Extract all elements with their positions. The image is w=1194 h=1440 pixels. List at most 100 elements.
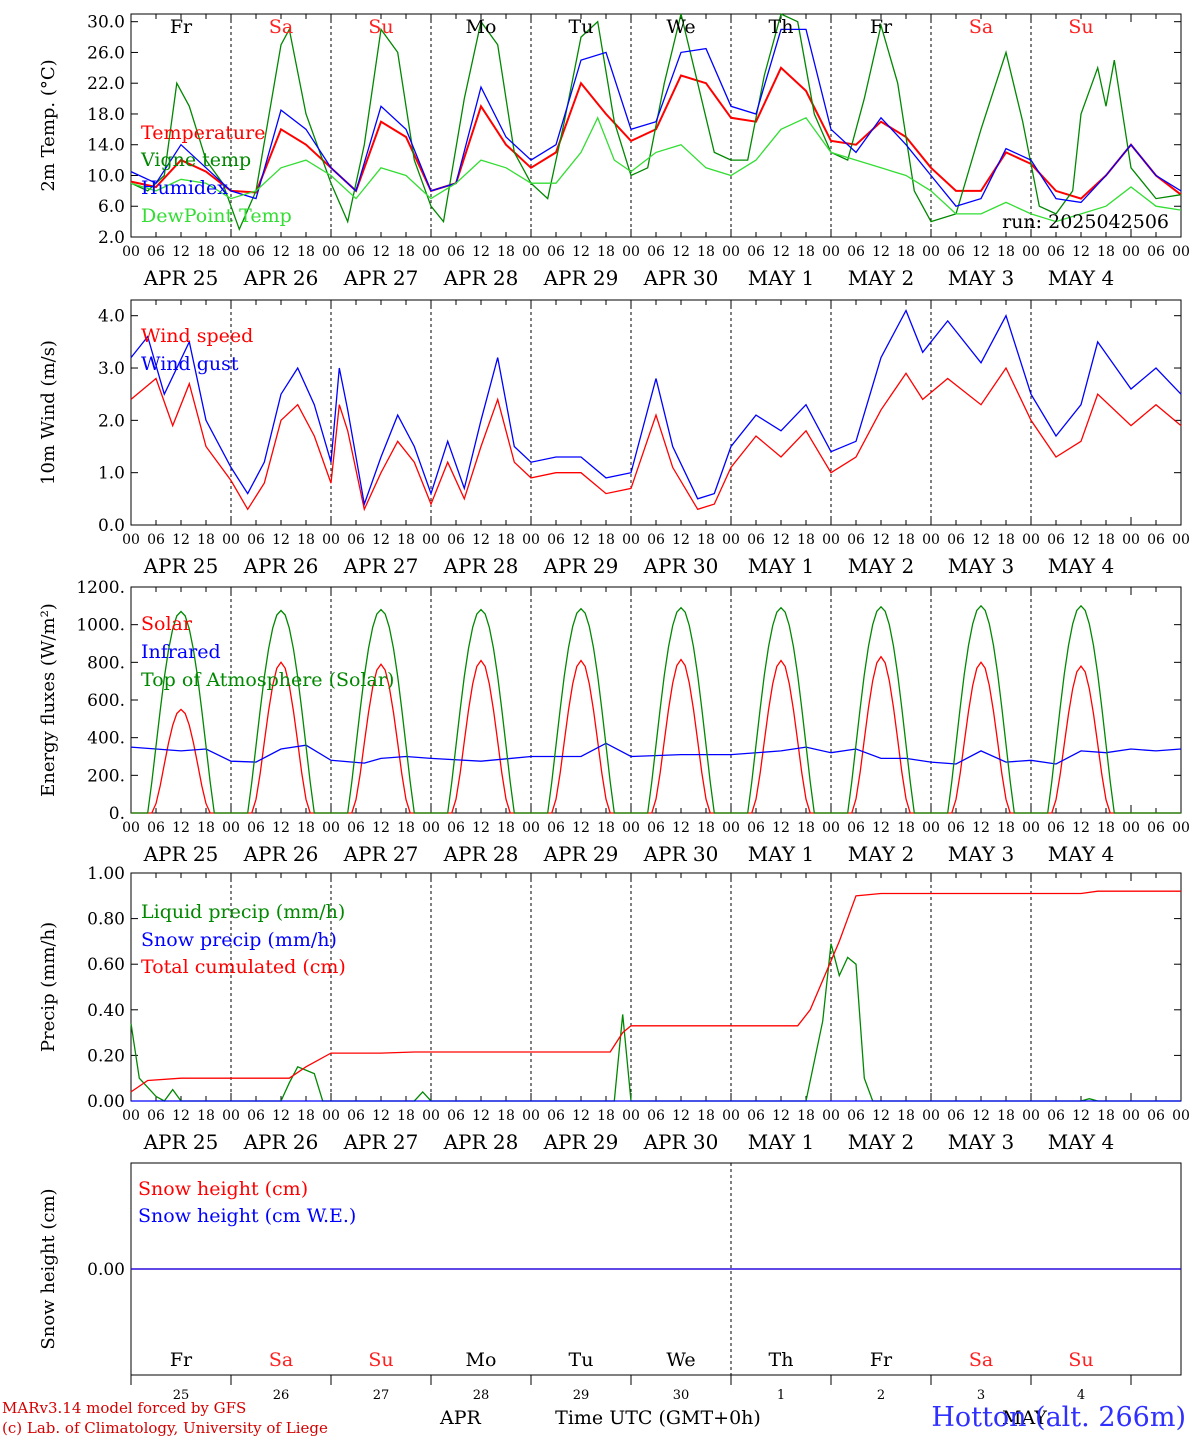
weekday-label: Fr <box>170 16 193 38</box>
legend-entry: Snow height (cm W.E.) <box>138 1205 356 1227</box>
hour-tick-label: 12 <box>772 532 790 548</box>
y-tick-label: 0.40 <box>87 1001 125 1021</box>
weekday-label-bottom: Su <box>368 1349 393 1371</box>
y-tick-label: 26.0 <box>87 43 125 63</box>
hour-tick-label: 06 <box>547 820 565 836</box>
hour-tick-label: 18 <box>497 1108 515 1124</box>
hour-tick-label: 00 <box>422 532 440 548</box>
panel-3 <box>130 586 1182 814</box>
y-tick-label: 1.0 <box>98 464 125 484</box>
hour-tick-label: 00 <box>522 1108 540 1124</box>
hour-tick-label: 18 <box>897 532 915 548</box>
legend-entry: DewPoint Temp <box>141 205 292 227</box>
hour-tick-label: 12 <box>172 1108 190 1124</box>
hour-tick-label: 18 <box>397 244 415 260</box>
hour-tick-label: 12 <box>172 532 190 548</box>
date-label: APR 26 <box>243 1130 319 1154</box>
date-label: MAY 2 <box>848 842 914 866</box>
hour-tick-label: 12 <box>772 820 790 836</box>
hour-tick-label: 12 <box>672 244 690 260</box>
y-tick-label: 0.60 <box>87 955 125 975</box>
weekday-label-bottom: Tu <box>569 1349 594 1371</box>
legend-entry: Solar <box>141 613 193 635</box>
hour-tick-label: 12 <box>772 1108 790 1124</box>
hour-tick-label: 06 <box>147 532 165 548</box>
date-label: MAY 4 <box>1048 1130 1114 1154</box>
hour-tick-label: 00 <box>322 532 340 548</box>
hour-tick-label: 12 <box>572 820 590 836</box>
hour-tick-label: 12 <box>1072 532 1090 548</box>
hour-tick-label: 12 <box>272 244 290 260</box>
y-tick-label: 6.0 <box>98 197 125 217</box>
series-line-wind-gust <box>130 308 1182 507</box>
hour-tick-label: 00 <box>522 820 540 836</box>
hour-tick-label: 06 <box>447 1108 465 1124</box>
hour-tick-label: 12 <box>172 820 190 836</box>
hour-tick-label: 06 <box>447 244 465 260</box>
y-axis-label: Energy fluxes (W/m²) <box>38 603 59 797</box>
hour-tick-label: 06 <box>347 244 365 260</box>
hour-tick-label: 00 <box>622 1108 640 1124</box>
y-tick-label: 400. <box>87 729 125 749</box>
hour-tick-label: 06 <box>547 1108 565 1124</box>
date-label: APR 25 <box>143 842 219 866</box>
hour-tick-label: 00 <box>222 1108 240 1124</box>
date-label: APR 28 <box>443 554 519 578</box>
hour-tick-label: 18 <box>997 1108 1015 1124</box>
credits-line-2: (c) Lab. of Climatology, University of L… <box>2 1419 328 1437</box>
y-tick-label: 0.80 <box>87 910 125 930</box>
date-label: APR 28 <box>443 1130 519 1154</box>
hour-tick-label: 18 <box>197 1108 215 1124</box>
y-tick-label: 0.0 <box>98 516 125 536</box>
hour-tick-label: 06 <box>847 532 865 548</box>
day-number: 1 <box>777 1388 785 1403</box>
hour-tick-label: 18 <box>297 820 315 836</box>
hour-tick-label: 06 <box>947 244 965 260</box>
date-label: MAY 1 <box>748 554 814 578</box>
y-tick-label: 0.00 <box>87 1260 125 1280</box>
date-label: APR 29 <box>543 266 619 290</box>
hour-tick-label: 06 <box>747 532 765 548</box>
station-label: Hotton (alt. 266m) <box>931 1402 1186 1433</box>
hour-tick-label: 18 <box>397 1108 415 1124</box>
hour-tick-label: 00 <box>322 244 340 260</box>
hour-tick-label: 00 <box>922 1108 940 1124</box>
hour-tick-label: 06 <box>647 532 665 548</box>
hour-tick-label: 12 <box>272 532 290 548</box>
hour-tick-label: 06 <box>547 532 565 548</box>
hour-tick-label: 12 <box>872 1108 890 1124</box>
date-label: MAY 1 <box>748 266 814 290</box>
hour-tick-label: 18 <box>1097 532 1115 548</box>
series-line-infrared <box>130 742 1182 765</box>
hour-tick-label: 12 <box>1072 1108 1090 1124</box>
hour-tick-label: 12 <box>372 244 390 260</box>
hour-tick-label: 18 <box>497 532 515 548</box>
hour-tick-label: 06 <box>347 820 365 836</box>
hour-tick-label: 18 <box>897 244 915 260</box>
date-label: MAY 2 <box>848 554 914 578</box>
date-label: MAY 3 <box>948 842 1014 866</box>
hour-tick-label: 06 <box>947 532 965 548</box>
hour-tick-label: 00 <box>222 532 240 548</box>
hour-tick-label: 00 <box>922 532 940 548</box>
hour-tick-label: 00 <box>1122 244 1140 260</box>
hour-tick-label: 12 <box>272 1108 290 1124</box>
legend-entry: Infrared <box>141 641 221 663</box>
weekday-label: Sa <box>269 16 293 38</box>
hour-tick-label: 18 <box>797 820 815 836</box>
hour-tick-label: 00 <box>422 244 440 260</box>
hour-tick-label: 06 <box>147 244 165 260</box>
hour-tick-label: 18 <box>297 532 315 548</box>
hour-tick-label: 06 <box>247 1108 265 1124</box>
weekday-label: Tu <box>569 16 594 38</box>
date-label: APR 25 <box>143 1130 219 1154</box>
hour-tick-label: 06 <box>147 820 165 836</box>
hour-tick-label: 06 <box>347 1108 365 1124</box>
hour-tick-label: 18 <box>197 532 215 548</box>
y-tick-label: 800. <box>87 653 125 673</box>
hour-tick-label: 18 <box>197 244 215 260</box>
day-number: 26 <box>273 1388 290 1403</box>
hour-tick-label: 18 <box>597 1108 615 1124</box>
hour-tick-label: 00 <box>722 244 740 260</box>
hour-tick-label: 18 <box>697 532 715 548</box>
